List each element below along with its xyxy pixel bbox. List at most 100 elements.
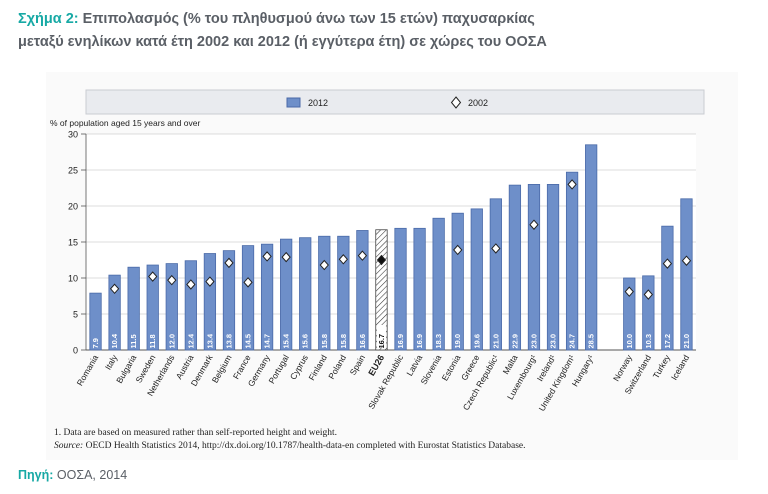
bar [546, 184, 560, 351]
x-tick-label: Poland [326, 353, 348, 381]
bar [508, 184, 522, 351]
marker-2002 [529, 219, 539, 230]
marker-2002 [662, 258, 673, 269]
bar [527, 184, 541, 351]
bar [623, 277, 636, 351]
footnote-source: Source: OECD Health Statistics 2014, htt… [54, 441, 526, 451]
marker-2002 [262, 251, 272, 262]
footnote-source-text: OECD Health Statistics 2014, http://dx.d… [83, 441, 526, 451]
title-line-2: μεταξύ ενηλίκων κατά έτη 2002 και 2012 (… [18, 34, 547, 50]
footnote-1: 1. Data are based on measured rather tha… [54, 428, 338, 438]
data-label: 16.9 [396, 334, 405, 349]
obesity-bar-chart: 2012 2002 % of population aged 15 years an… [50, 89, 705, 413]
legend-label-2012: 2012 [308, 98, 328, 108]
x-tick-label: EU26 [366, 353, 386, 377]
bar [165, 263, 178, 351]
legend-box [85, 89, 705, 115]
bar [222, 250, 236, 351]
data-label: 22.9 [510, 334, 519, 349]
data-label: 14.5 [244, 334, 253, 349]
data-label: 16.9 [415, 334, 424, 349]
data-label: 12.4 [186, 333, 195, 348]
marker-2002 [453, 244, 463, 256]
bar [260, 243, 274, 351]
y-tick-label: 30 [68, 130, 78, 140]
bar [318, 235, 331, 351]
data-label: 11.8 [148, 334, 157, 348]
data-label: 16.7 [377, 334, 386, 349]
marker-2002 [338, 254, 349, 265]
data-label: 15.8 [339, 334, 348, 349]
bar [299, 237, 312, 351]
title-text-1: Επιπολασμός (% του πληθυσμού άνω των 15 … [82, 11, 535, 27]
bar [375, 229, 388, 351]
data-label: 23.0 [549, 334, 558, 349]
data-label: 21.0 [491, 334, 500, 349]
figure-title: Σχήμα 2: Επιπολασμός (% του πληθυσμού άν… [18, 8, 758, 54]
bar [394, 227, 407, 351]
data-label: 10.3 [644, 334, 653, 349]
bar [470, 208, 483, 351]
marker-2002 [624, 286, 634, 297]
marker-2002 [167, 274, 177, 286]
marker-2002 [319, 259, 329, 271]
y-tick-label: 5 [73, 310, 78, 320]
page-source-label: Πηγή: [18, 468, 54, 482]
bar [565, 171, 579, 351]
x-tick-label: Romania [75, 353, 101, 388]
data-label: 19.0 [453, 334, 462, 349]
data-label: 24.7 [568, 334, 577, 349]
x-tick-label: Spain [348, 353, 368, 377]
bar [184, 260, 197, 351]
bar [451, 212, 464, 351]
marker-2002 [205, 276, 215, 287]
marker-2002 [376, 254, 387, 266]
bar [356, 230, 369, 351]
footnote-source-label: Source: [54, 441, 84, 451]
data-label: 13.4 [205, 333, 214, 348]
data-label: 16.6 [358, 334, 367, 349]
x-tick-label: Latvia [404, 353, 424, 378]
x-tick-label: Finland [306, 353, 329, 382]
data-label: 18.3 [434, 334, 443, 349]
bar [337, 235, 350, 351]
y-tick-label: 15 [68, 238, 78, 248]
marker-2002 [186, 279, 196, 290]
bar [108, 274, 121, 351]
data-label: 23.0 [529, 334, 538, 349]
data-label: 15.8 [320, 334, 329, 349]
marker-2002 [567, 179, 577, 190]
data-label: 13.8 [224, 334, 233, 349]
bar [146, 264, 159, 351]
marker-2002 [357, 250, 368, 261]
marker-2002 [491, 243, 501, 254]
y-axis-label: % of population aged 15 years and over [50, 118, 200, 128]
bar [280, 238, 293, 351]
marker-2002 [109, 283, 120, 295]
data-label: 17.2 [663, 334, 672, 349]
data-label: 11.5 [129, 334, 138, 348]
marker-2002 [681, 255, 692, 266]
x-tick-label: Iceland [669, 353, 692, 382]
bar [127, 266, 140, 351]
y-tick-label: 25 [68, 166, 78, 176]
data-label: 28.5 [587, 334, 596, 349]
marker-2002 [243, 277, 253, 288]
marker-2002 [148, 271, 158, 282]
marker-2002 [281, 251, 291, 263]
bar [432, 217, 445, 351]
bar [89, 292, 102, 351]
bar [661, 225, 674, 351]
legend-diamond-2002 [450, 96, 462, 109]
data-label: 21.0 [682, 334, 691, 349]
legend-label-2002: 2002 [468, 98, 488, 108]
legend-swatch-2012 [286, 97, 301, 108]
data-label: 15.6 [301, 334, 310, 349]
bar [489, 198, 502, 351]
data-label: 12.0 [167, 334, 176, 349]
bar [203, 253, 217, 351]
y-tick-label: 20 [68, 202, 78, 212]
chart-panel: 2012 2002 % of population aged 15 years an… [46, 72, 738, 460]
data-label: 10.0 [625, 334, 634, 349]
page-source-text: ΟΟΣΑ, 2014 [56, 468, 128, 482]
